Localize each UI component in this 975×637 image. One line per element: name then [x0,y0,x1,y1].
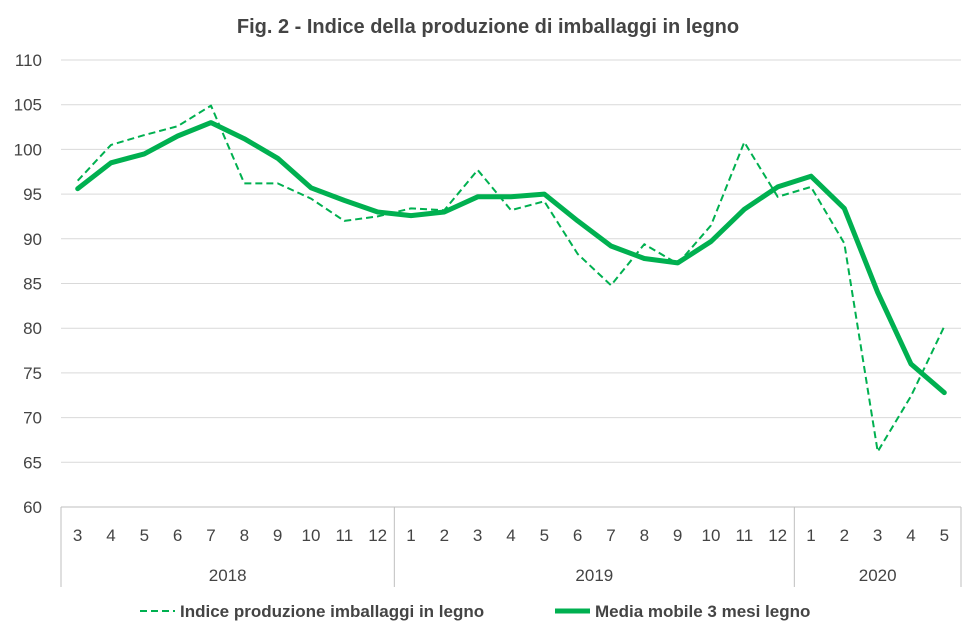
series-lines [75,104,947,453]
x-tick-label: 5 [940,526,949,545]
x-tick-label: 7 [206,526,215,545]
x-tick-label: 7 [606,526,615,545]
x-tick-label: 11 [736,526,754,545]
legend-label: Media mobile 3 mesi legno [595,602,810,621]
x-tick-label: 1 [406,526,415,545]
x-tick-label: 3 [73,526,82,545]
y-tick-label: 70 [23,409,42,428]
year-group-label: 2019 [575,566,613,585]
x-tick-label: 4 [506,526,515,545]
y-tick-label: 75 [23,364,42,383]
x-tick-label: 8 [240,526,249,545]
year-group-label: 2018 [209,566,247,585]
y-tick-label: 95 [23,185,42,204]
y-tick-label: 60 [23,498,42,517]
x-tick-label: 1 [806,526,815,545]
gridlines [61,59,961,508]
x-tick-label: 5 [140,526,149,545]
y-tick-label: 90 [23,230,42,249]
x-tick-label: 4 [106,526,115,545]
x-tick-label: 9 [273,526,282,545]
y-tick-label: 65 [23,453,42,472]
x-tick-label: 10 [302,526,321,545]
x-tick-label: 8 [640,526,649,545]
chart-title: Fig. 2 - Indice della produzione di imba… [237,16,739,38]
year-group-label: 2020 [859,566,897,585]
x-tick-label: 9 [673,526,682,545]
y-tick-label: 85 [23,275,42,294]
legend: Indice produzione imballaggi in legno Med… [140,602,810,621]
y-tick-label: 100 [14,140,42,159]
x-tick-label: 6 [173,526,182,545]
x-tick-label: 5 [540,526,549,545]
x-tick-label: 10 [702,526,721,545]
x-tick-label: 4 [906,526,915,545]
x-tick-label: 6 [573,526,582,545]
y-axis-ticks: 60 65 70 75 80 85 90 95 100 105 110 [14,51,42,517]
series-line-media-mobile [75,120,947,396]
x-tick-label: 11 [336,526,354,545]
y-tick-label: 105 [14,96,42,115]
x-tick-label: 2 [440,526,449,545]
y-tick-label: 110 [15,51,42,70]
x-tick-label: 12 [768,526,787,545]
x-tick-label: 2 [840,526,849,545]
x-tick-label: 3 [873,526,882,545]
legend-label: Indice produzione imballaggi in legno [180,602,484,621]
series-line-indice [76,104,946,453]
x-tick-label: 3 [473,526,482,545]
y-tick-label: 80 [23,319,42,338]
x-tick-label: 12 [368,526,387,545]
